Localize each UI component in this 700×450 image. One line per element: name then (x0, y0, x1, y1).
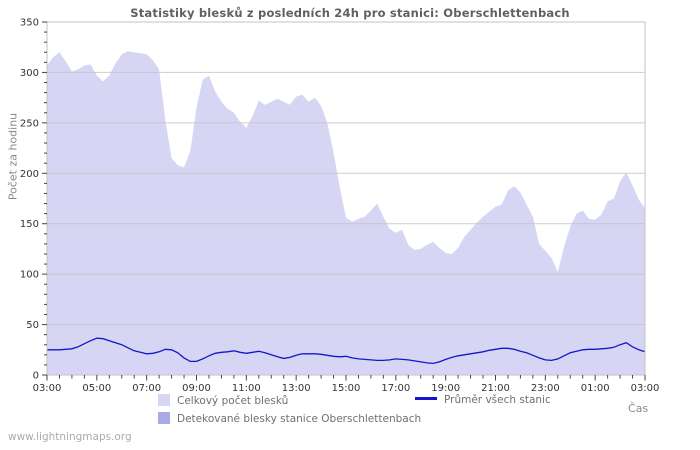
chart-title: Statistiky blesků z posledních 24h pro s… (130, 6, 570, 20)
x-tick-label: 05:00 (82, 383, 111, 394)
y-tick-label: 350 (20, 18, 39, 29)
x-tick-label: 19:00 (431, 383, 460, 394)
legend-label-station: Detekované blesky stanice Oberschlettenb… (177, 413, 422, 425)
average-line (47, 337, 646, 365)
x-tick-label: 11:00 (232, 383, 261, 394)
watermark: www.lightningmaps.org (8, 431, 132, 443)
x-tick-label: 09:00 (182, 383, 211, 394)
total-lightning-area (47, 51, 645, 375)
y-tick-label: 50 (26, 320, 39, 331)
y-tick-label: 250 (20, 118, 39, 129)
x-tick-label: 01:00 (581, 383, 610, 394)
x-tick-label: 03:00 (33, 383, 62, 394)
x-tick-label: 07:00 (132, 383, 161, 394)
y-tick-label: 150 (20, 219, 39, 230)
total-area-swatch (158, 394, 170, 406)
average-line-swatch (415, 397, 437, 400)
y-axis-label: Počet za hodinu (6, 112, 20, 201)
y-tick-label: 0 (33, 371, 39, 382)
legend-label-average: Průměr všech stanic (444, 394, 551, 406)
x-tick-label: 15:00 (332, 383, 361, 394)
legend-item-total: Celkový počet blesků (158, 394, 288, 407)
y-tick-label: 100 (20, 270, 39, 281)
legend-item-average: Průměr všech stanic (415, 394, 551, 406)
x-tick-label: 21:00 (481, 383, 510, 394)
x-tick-label: 17:00 (381, 383, 410, 394)
station-area-swatch (158, 412, 170, 424)
x-tick-label: 23:00 (531, 383, 560, 394)
legend-label-total: Celkový počet blesků (177, 395, 289, 407)
x-axis-label: Čas (628, 402, 649, 415)
x-tick-label: 03:00 (631, 383, 660, 394)
x-tick-label: 13:00 (282, 383, 311, 394)
y-tick-label: 200 (20, 169, 39, 180)
y-tick-label: 300 (20, 68, 39, 79)
legend-item-station: Detekované blesky stanice Oberschlettenb… (158, 412, 421, 425)
